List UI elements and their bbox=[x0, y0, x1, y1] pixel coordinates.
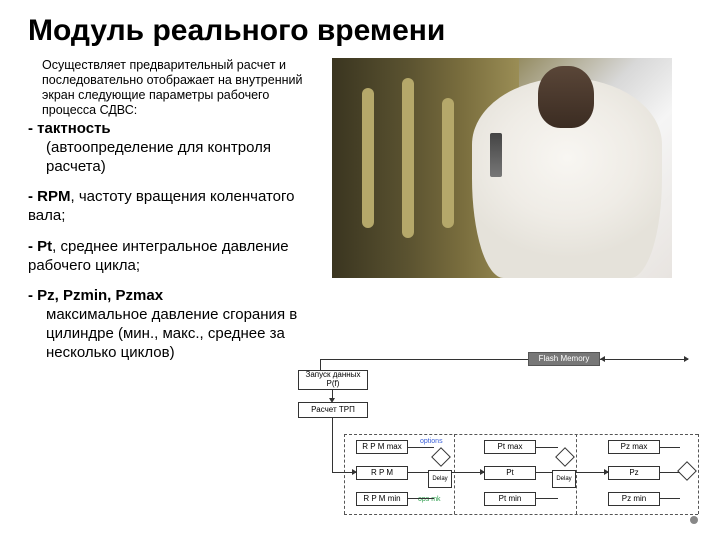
flowchart: Flash Memory Запуск данных P(f) Расчет Т… bbox=[296, 352, 706, 530]
edge bbox=[536, 472, 552, 473]
node-pzmax: Pz max bbox=[608, 440, 660, 454]
edge bbox=[660, 447, 680, 448]
slide-title: Модуль реального времени bbox=[28, 14, 692, 48]
edge bbox=[660, 498, 680, 499]
bullet-4-lead: - Pz, Pzmin, Pzmax bbox=[28, 287, 163, 304]
intro-text: Осуществляет предварительный расчет и по… bbox=[42, 58, 318, 118]
photo-pipe bbox=[402, 78, 414, 238]
decision-icon bbox=[555, 447, 575, 467]
node-rpmmin: R P M min bbox=[356, 492, 408, 506]
bullet-4-body: максимальное давление сгорания в цилиндр… bbox=[46, 306, 318, 362]
slide: Модуль реального времени Осуществляет пр… bbox=[0, 0, 720, 540]
label-options: options bbox=[420, 438, 443, 445]
photo-device bbox=[490, 133, 502, 177]
node-delay2: Delay bbox=[552, 470, 576, 488]
edge bbox=[408, 447, 434, 448]
arrow-icon bbox=[352, 469, 357, 475]
node-pzmin: Pz min bbox=[608, 492, 660, 506]
arrow-icon bbox=[604, 469, 609, 475]
edge bbox=[600, 359, 688, 360]
arrow-icon bbox=[480, 469, 485, 475]
node-delay1: Delay bbox=[428, 470, 452, 488]
node-zapv: Запуск данных P(f) bbox=[298, 370, 368, 390]
text-column: Осуществляет предварительный расчет и по… bbox=[28, 58, 318, 374]
bullet-3-tail: , среднее интегральное давление рабочего… bbox=[28, 238, 289, 274]
dash bbox=[454, 434, 455, 514]
node-pz: Pz bbox=[608, 466, 660, 480]
node-ptmin: Pt min bbox=[484, 492, 536, 506]
photo-pipe bbox=[362, 88, 374, 228]
node-rpmmax: R P M max bbox=[356, 440, 408, 454]
dash bbox=[698, 434, 699, 514]
node-ptmax: Pt max bbox=[484, 440, 536, 454]
bullet-1: - тактность (автоопределение для контрол… bbox=[28, 120, 318, 176]
node-raschet: Расчет ТРП bbox=[298, 402, 368, 418]
decision-icon bbox=[677, 461, 697, 481]
bullet-1-lead: - тактность bbox=[28, 120, 111, 137]
right-column bbox=[332, 58, 692, 374]
photo-engineer bbox=[332, 58, 672, 278]
photo-pipe bbox=[442, 98, 454, 228]
dash bbox=[576, 434, 577, 514]
edge bbox=[536, 498, 558, 499]
bullet-3: - Pt, среднее интегральное давление рабо… bbox=[28, 238, 318, 276]
bullet-2-lead: - RPM bbox=[28, 188, 71, 205]
edge bbox=[408, 472, 428, 473]
node-pt: Pt bbox=[484, 466, 536, 480]
arrow-icon bbox=[684, 356, 689, 362]
edge bbox=[332, 418, 333, 472]
dash bbox=[344, 434, 698, 435]
slide-number-icon bbox=[690, 516, 698, 524]
bullet-3-lead: - Pt bbox=[28, 238, 52, 255]
edge bbox=[320, 359, 321, 370]
edge bbox=[660, 472, 680, 473]
decision-icon bbox=[431, 447, 451, 467]
bullet-1-body: (автоопределение для контроля расчета) bbox=[46, 139, 318, 177]
dash bbox=[344, 514, 698, 515]
content-row: Осуществляет предварительный расчет и по… bbox=[28, 58, 692, 374]
bullet-4: - Pz, Pzmin, Pzmax максимальное давление… bbox=[28, 287, 318, 362]
edge bbox=[536, 447, 558, 448]
node-flash: Flash Memory bbox=[528, 352, 600, 366]
bullet-2: - RPM, частоту вращения коленчатого вала… bbox=[28, 188, 318, 226]
node-rpm: R P M bbox=[356, 466, 408, 480]
dash bbox=[344, 434, 345, 514]
edge bbox=[408, 498, 434, 499]
photo-head bbox=[538, 66, 594, 128]
edge bbox=[320, 359, 528, 360]
